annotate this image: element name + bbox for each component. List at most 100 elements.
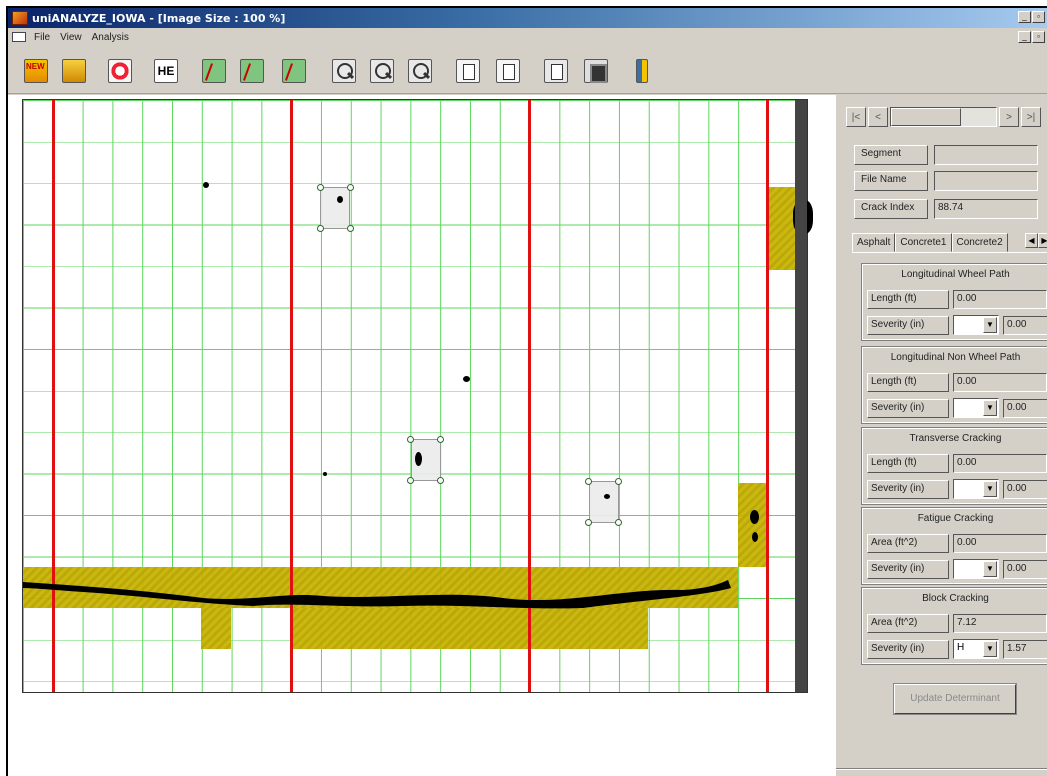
- severity-field[interactable]: 0.00: [1003, 479, 1047, 499]
- tab-scroll-right-icon[interactable]: ▶: [1038, 233, 1047, 248]
- open-button[interactable]: [60, 57, 88, 85]
- tab-scroll-left-icon[interactable]: ◀: [1025, 233, 1038, 248]
- severity-field[interactable]: 0.00: [1003, 315, 1047, 335]
- prev-segment-button[interactable]: <: [868, 107, 888, 127]
- resize-handle[interactable]: [437, 436, 444, 443]
- application-window: uniANALYZE_IOWA - [Image Size : 100 %] _…: [6, 6, 1047, 776]
- selected-cell[interactable]: [589, 481, 619, 523]
- severity-select[interactable]: ▼: [953, 559, 999, 579]
- selected-cell[interactable]: [320, 187, 350, 229]
- length-label: Length (ft): [867, 454, 949, 473]
- menu-view[interactable]: View: [60, 31, 82, 43]
- resize-handle[interactable]: [347, 184, 354, 191]
- resize-handle[interactable]: [585, 478, 592, 485]
- window-title: uniANALYZE_IOWA - [Image Size : 100 %]: [32, 11, 286, 25]
- grid-edit-button[interactable]: [238, 57, 266, 85]
- zoom-fit-button[interactable]: [406, 57, 434, 85]
- edit-report-icon: [544, 59, 568, 83]
- crack-cell-row[interactable]: [291, 608, 648, 649]
- chevron-down-icon[interactable]: ▼: [983, 400, 997, 416]
- crack-index-field[interactable]: 88.74: [934, 199, 1038, 219]
- child-restore-button[interactable]: ▫: [1032, 31, 1045, 43]
- group-block-cracking: Block Cracking Area (ft^2) 7.12 Severity …: [861, 587, 1047, 665]
- tab-asphalt[interactable]: Asphalt: [852, 233, 896, 252]
- segment-scrollbar[interactable]: [890, 107, 997, 127]
- image-viewport[interactable]: [8, 95, 834, 776]
- crack-index-label: Crack Index: [854, 199, 928, 219]
- grid-select-button[interactable]: [200, 57, 228, 85]
- grid-check-button[interactable]: [280, 57, 308, 85]
- first-segment-button[interactable]: |<: [846, 107, 866, 127]
- chevron-down-icon[interactable]: ▼: [983, 561, 997, 577]
- severity-field[interactable]: 0.00: [1003, 398, 1047, 418]
- chevron-down-icon[interactable]: ▼: [983, 317, 997, 333]
- severity-label: Severity (in): [867, 479, 949, 499]
- crack-cell[interactable]: [768, 187, 798, 270]
- pavement-edge: [795, 100, 807, 692]
- lane-line: [290, 100, 293, 692]
- length-label: Length (ft): [867, 373, 949, 392]
- update-determinant-button[interactable]: Update Determinant: [893, 683, 1017, 715]
- restore-button[interactable]: ▫: [1032, 11, 1045, 23]
- resize-handle[interactable]: [437, 477, 444, 484]
- zoom-in-icon: [332, 59, 356, 83]
- page-view-button[interactable]: [454, 57, 482, 85]
- save-button[interactable]: [582, 57, 610, 85]
- severity-label: Severity (in): [867, 398, 949, 418]
- tab-concrete1[interactable]: Concrete1: [895, 233, 952, 252]
- exit-button[interactable]: [628, 57, 656, 85]
- grid-check-icon: [282, 59, 306, 83]
- severity-field[interactable]: 0.00: [1003, 559, 1047, 579]
- chevron-down-icon[interactable]: ▼: [983, 481, 997, 497]
- area-field[interactable]: 7.12: [953, 614, 1047, 633]
- pavement-image-grid[interactable]: [22, 99, 813, 693]
- new-button[interactable]: [22, 57, 50, 85]
- menu-file[interactable]: File: [34, 31, 51, 43]
- resize-handle[interactable]: [317, 184, 324, 191]
- resize-handle[interactable]: [317, 225, 324, 232]
- resize-handle[interactable]: [615, 478, 622, 485]
- file-name-row: File Name: [854, 171, 1038, 191]
- severity-select[interactable]: H ▼: [953, 639, 999, 659]
- resize-handle[interactable]: [407, 477, 414, 484]
- refresh-button[interactable]: [106, 57, 134, 85]
- crack-cell[interactable]: [738, 483, 768, 567]
- resize-handle[interactable]: [407, 436, 414, 443]
- child-minimize-button[interactable]: _: [1018, 31, 1031, 43]
- length-label: Length (ft): [867, 290, 949, 309]
- severity-field[interactable]: 1.57: [1003, 639, 1047, 659]
- edit-report-button[interactable]: [542, 57, 570, 85]
- segment-scroll-thumb[interactable]: [891, 108, 961, 126]
- group-title: Longitudinal Non Wheel Path: [890, 352, 1021, 363]
- menu-analysis[interactable]: Analysis: [91, 31, 129, 43]
- crack-spot: [415, 452, 422, 466]
- next-segment-button[interactable]: >: [999, 107, 1019, 127]
- resize-handle[interactable]: [347, 225, 354, 232]
- resize-handle[interactable]: [585, 519, 592, 526]
- selected-cell[interactable]: [411, 439, 441, 481]
- group-title: Longitudinal Wheel Path: [901, 269, 1010, 280]
- minimize-button[interactable]: _: [1018, 11, 1031, 23]
- severity-select[interactable]: ▼: [953, 315, 999, 335]
- zoom-in-button[interactable]: [330, 57, 358, 85]
- page-detail-button[interactable]: [494, 57, 522, 85]
- resize-handle[interactable]: [615, 519, 622, 526]
- length-field[interactable]: 0.00: [953, 454, 1047, 473]
- crack-cell[interactable]: [201, 608, 231, 649]
- document-icon[interactable]: [12, 32, 26, 42]
- severity-select[interactable]: ▼: [953, 479, 999, 499]
- last-segment-button[interactable]: >|: [1021, 107, 1041, 127]
- length-field[interactable]: 0.00: [953, 373, 1047, 392]
- file-name-field[interactable]: [934, 171, 1038, 191]
- he-button[interactable]: HE: [152, 57, 180, 85]
- severity-select[interactable]: ▼: [953, 398, 999, 418]
- length-field[interactable]: 0.00: [953, 290, 1047, 309]
- segment-field[interactable]: [934, 145, 1038, 165]
- area-field[interactable]: 0.00: [953, 534, 1047, 553]
- chevron-down-icon[interactable]: ▼: [983, 641, 997, 657]
- he-icon: HE: [154, 59, 178, 83]
- lane-line: [52, 100, 55, 692]
- zoom-out-button[interactable]: [368, 57, 396, 85]
- tab-concrete2[interactable]: Concrete2: [951, 233, 1008, 252]
- lane-line: [766, 100, 769, 692]
